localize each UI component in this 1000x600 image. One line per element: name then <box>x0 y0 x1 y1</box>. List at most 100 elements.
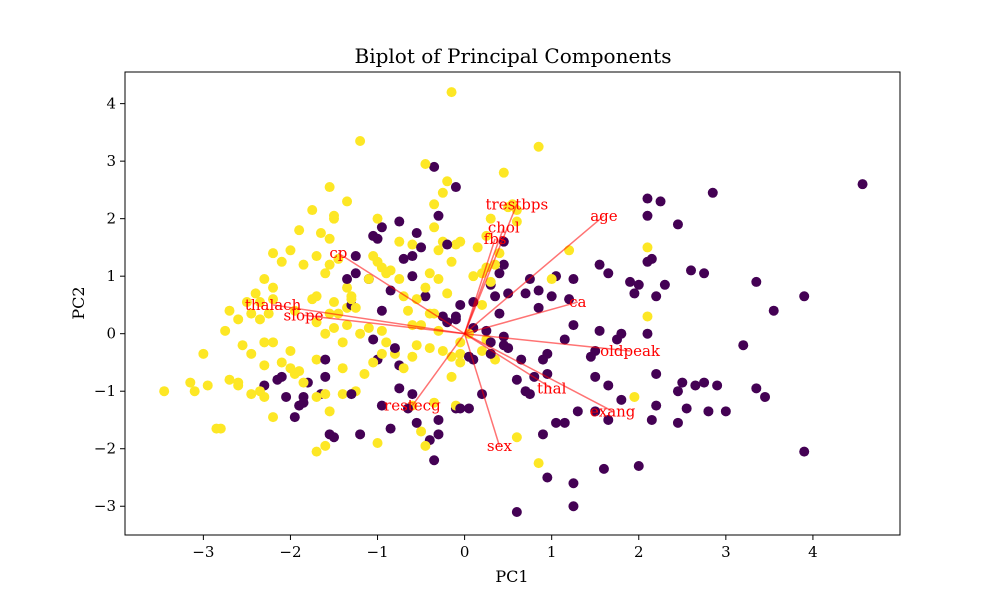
point-class-1 <box>485 213 496 224</box>
point-class-1 <box>533 458 544 469</box>
point-class-0 <box>498 259 509 270</box>
loading-label-age: age <box>590 207 618 225</box>
point-class-0 <box>485 337 496 348</box>
loading-label-slope: slope <box>284 306 324 324</box>
point-class-0 <box>768 305 779 316</box>
point-class-1 <box>198 348 209 359</box>
point-class-0 <box>398 253 409 264</box>
loading-label-thalach: thalach <box>245 296 302 314</box>
point-class-0 <box>603 380 614 391</box>
point-class-1 <box>342 282 353 293</box>
loading-label-restecg: restecg <box>384 397 441 415</box>
point-class-0 <box>272 374 283 385</box>
point-class-1 <box>324 182 335 193</box>
point-class-0 <box>494 268 505 279</box>
point-class-0 <box>524 389 535 400</box>
point-class-0 <box>394 216 405 227</box>
point-class-1 <box>490 259 501 270</box>
point-class-0 <box>376 222 387 233</box>
loading-vector-age <box>464 215 605 335</box>
y-tick-label: −3 <box>94 497 116 515</box>
x-tick-label: 2 <box>634 543 644 561</box>
point-class-1 <box>420 440 431 451</box>
loading-label-exang: exang <box>590 402 636 420</box>
point-class-1 <box>494 248 505 259</box>
point-class-1 <box>276 256 287 267</box>
point-class-1 <box>372 213 383 224</box>
point-class-0 <box>350 251 361 262</box>
point-class-0 <box>403 403 414 414</box>
point-class-0 <box>651 400 662 411</box>
point-class-1 <box>233 314 244 325</box>
point-class-0 <box>376 400 387 411</box>
point-class-0 <box>646 414 657 425</box>
point-class-1 <box>485 276 496 287</box>
point-class-1 <box>481 230 492 241</box>
point-class-0 <box>450 311 461 322</box>
point-class-1 <box>350 302 361 313</box>
point-class-0 <box>633 279 644 290</box>
point-class-1 <box>328 322 339 333</box>
point-class-0 <box>751 276 762 287</box>
point-class-1 <box>372 437 383 448</box>
point-class-1 <box>337 363 348 374</box>
point-class-0 <box>672 417 683 428</box>
point-class-1 <box>259 337 270 348</box>
point-class-1 <box>294 225 305 236</box>
point-class-0 <box>455 299 466 310</box>
point-class-1 <box>420 282 431 293</box>
y-tick-label: −2 <box>94 440 116 458</box>
point-class-0 <box>594 325 605 336</box>
point-class-0 <box>568 274 579 285</box>
point-class-0 <box>585 351 596 362</box>
point-class-0 <box>394 383 405 394</box>
point-class-0 <box>799 291 810 302</box>
point-class-0 <box>651 291 662 302</box>
point-class-1 <box>546 274 557 285</box>
point-class-1 <box>429 222 440 233</box>
point-class-0 <box>542 472 553 483</box>
point-class-1 <box>446 256 457 267</box>
point-class-1 <box>328 210 339 221</box>
loading-label-sex: sex <box>487 437 513 455</box>
point-class-0 <box>498 331 509 342</box>
point-class-0 <box>699 377 710 388</box>
loading-vector-slope <box>303 314 465 335</box>
point-class-0 <box>281 391 292 402</box>
point-class-0 <box>738 340 749 351</box>
point-class-0 <box>568 478 579 489</box>
point-class-1 <box>533 141 544 152</box>
point-class-0 <box>642 210 653 221</box>
x-tick-label: −2 <box>279 543 301 561</box>
point-class-0 <box>503 343 514 354</box>
point-class-0 <box>368 334 379 345</box>
x-tick-label: 0 <box>460 543 470 561</box>
point-class-1 <box>333 308 344 319</box>
point-class-1 <box>498 167 509 178</box>
point-class-1 <box>215 423 226 434</box>
point-class-0 <box>760 391 771 402</box>
point-class-0 <box>712 380 723 391</box>
point-class-1 <box>394 274 405 285</box>
point-class-0 <box>572 406 583 417</box>
point-class-0 <box>503 288 514 299</box>
point-class-0 <box>594 259 605 270</box>
point-class-1 <box>254 386 265 397</box>
point-class-1 <box>276 357 287 368</box>
point-class-1 <box>368 251 379 262</box>
point-class-1 <box>394 236 405 247</box>
points-layer <box>159 87 868 517</box>
x-tick-label: 4 <box>808 543 818 561</box>
point-class-1 <box>411 340 422 351</box>
point-class-0 <box>857 179 868 190</box>
x-axis-label: PC1 <box>495 567 528 586</box>
point-class-0 <box>659 279 670 290</box>
point-class-1 <box>407 351 418 362</box>
point-class-0 <box>389 343 400 354</box>
point-class-0 <box>372 233 383 244</box>
point-class-0 <box>699 268 710 279</box>
point-class-0 <box>633 460 644 471</box>
point-class-0 <box>642 328 653 339</box>
y-axis-ticks: −3 −2 −1 0 1 2 3 4 <box>94 95 125 515</box>
